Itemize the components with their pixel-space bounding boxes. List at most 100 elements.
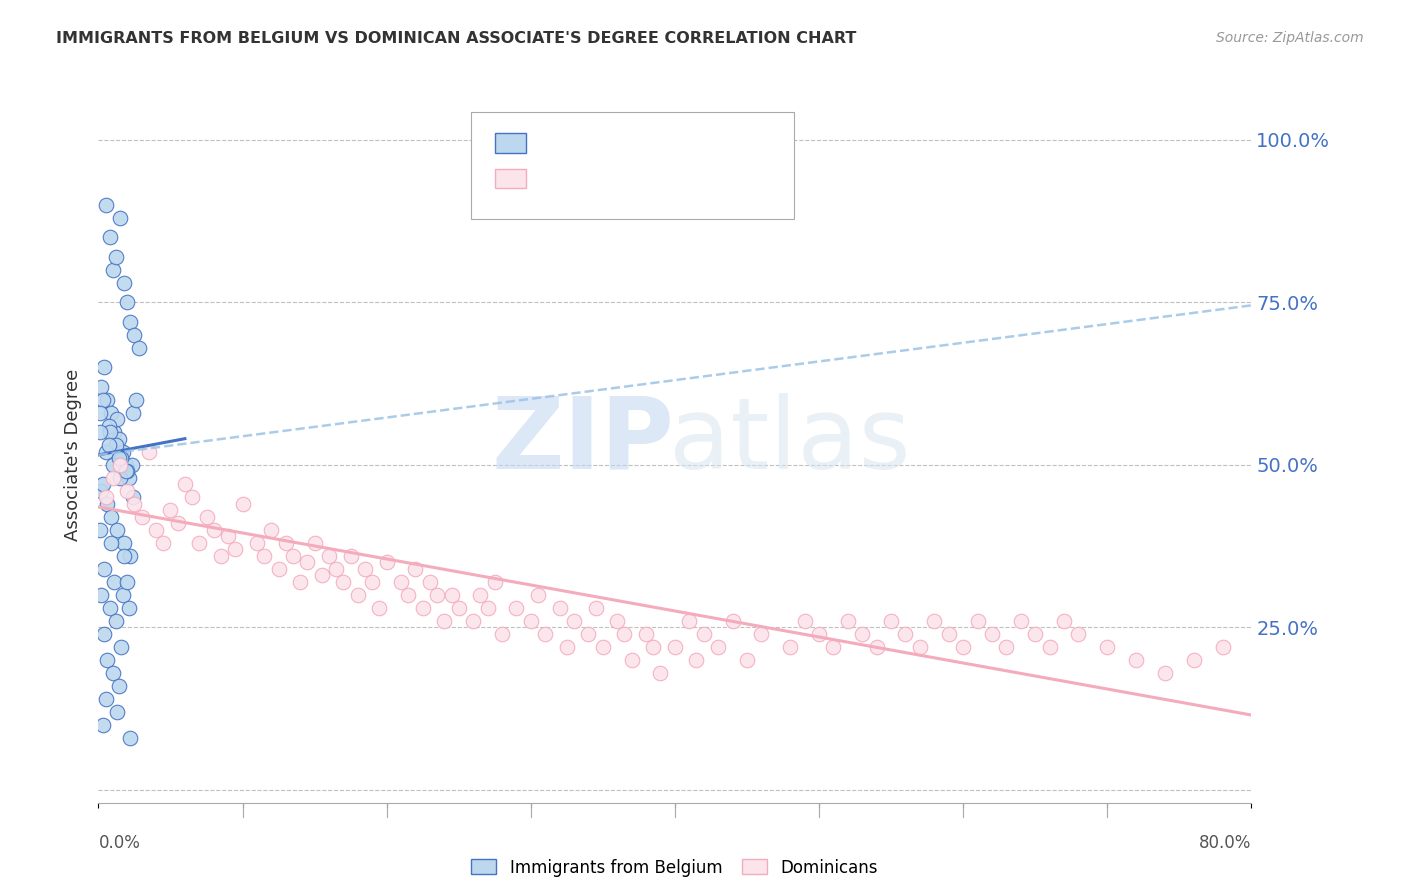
Text: 0.0%: 0.0%	[98, 834, 141, 852]
Point	[100, 406, 122, 420]
Point	[114, 464, 136, 478]
Point	[96, 392, 118, 407]
Point	[1010, 614, 1032, 628]
Point	[267, 562, 290, 576]
Point	[104, 438, 127, 452]
Point	[97, 438, 120, 452]
Point	[98, 425, 121, 439]
Point	[94, 444, 117, 458]
Point	[339, 549, 361, 563]
Point	[253, 549, 276, 563]
Point	[110, 444, 132, 458]
Point	[1067, 626, 1090, 640]
Point	[91, 392, 114, 407]
Point	[823, 640, 845, 654]
Point	[1097, 640, 1119, 654]
Point	[685, 653, 707, 667]
Point	[90, 379, 112, 393]
Point	[505, 600, 527, 615]
Point	[866, 640, 889, 654]
Point	[894, 626, 917, 640]
Point	[131, 509, 153, 524]
Point	[260, 523, 283, 537]
Point	[1153, 665, 1175, 680]
Point	[562, 614, 585, 628]
Text: Source: ZipAtlas.com: Source: ZipAtlas.com	[1216, 31, 1364, 45]
Point	[89, 425, 111, 439]
Point	[952, 640, 974, 654]
Point	[117, 483, 139, 498]
Text: N =: N =	[638, 134, 669, 152]
Point	[981, 626, 1004, 640]
Point	[103, 425, 125, 439]
Point	[188, 535, 211, 549]
Point	[426, 588, 449, 602]
Point	[105, 705, 128, 719]
Point	[110, 451, 132, 466]
Point	[578, 626, 600, 640]
Point	[112, 549, 135, 563]
Point	[678, 614, 700, 628]
Point	[1024, 626, 1046, 640]
Point	[112, 535, 135, 549]
Point	[707, 640, 730, 654]
Point	[548, 600, 571, 615]
Point	[389, 574, 412, 589]
Point	[166, 516, 188, 531]
Point	[94, 691, 117, 706]
Point	[1038, 640, 1062, 654]
Point	[107, 679, 129, 693]
Point	[105, 523, 128, 537]
Point	[110, 640, 132, 654]
Point	[100, 509, 122, 524]
Point	[807, 626, 830, 640]
Point	[96, 497, 118, 511]
Point	[433, 614, 456, 628]
Text: 80.0%: 80.0%	[1199, 834, 1251, 852]
Point	[585, 600, 607, 615]
Point	[837, 614, 859, 628]
Point	[396, 588, 419, 602]
Point	[922, 614, 945, 628]
Text: 0.026: 0.026	[585, 134, 637, 152]
Point	[412, 600, 434, 615]
Point	[104, 250, 127, 264]
Point	[1182, 653, 1205, 667]
Point	[246, 535, 269, 549]
Point	[117, 574, 139, 589]
Point	[145, 523, 167, 537]
Point	[112, 276, 135, 290]
Point	[152, 535, 174, 549]
Point	[117, 295, 139, 310]
Point	[90, 588, 112, 602]
Point	[491, 626, 513, 640]
Point	[128, 341, 150, 355]
Point	[1125, 653, 1147, 667]
Text: -0.530: -0.530	[585, 169, 644, 187]
Point	[125, 392, 148, 407]
Point	[122, 490, 145, 504]
Point	[650, 665, 672, 680]
Point	[693, 626, 716, 640]
Point	[332, 574, 354, 589]
Point	[592, 640, 614, 654]
Point	[520, 614, 543, 628]
Point	[108, 471, 131, 485]
Text: 103: 103	[681, 169, 716, 187]
Point	[311, 568, 333, 582]
Point	[118, 600, 141, 615]
Y-axis label: Associate's Degree: Associate's Degree	[65, 368, 83, 541]
Point	[527, 588, 550, 602]
Point	[721, 614, 744, 628]
Point	[274, 535, 297, 549]
Point	[98, 230, 121, 244]
Point	[908, 640, 931, 654]
Point	[120, 731, 142, 745]
Point	[181, 490, 204, 504]
Point	[101, 262, 124, 277]
Point	[202, 523, 225, 537]
Point	[111, 444, 134, 458]
Point	[114, 458, 136, 472]
Point	[159, 503, 181, 517]
Point	[419, 574, 441, 589]
